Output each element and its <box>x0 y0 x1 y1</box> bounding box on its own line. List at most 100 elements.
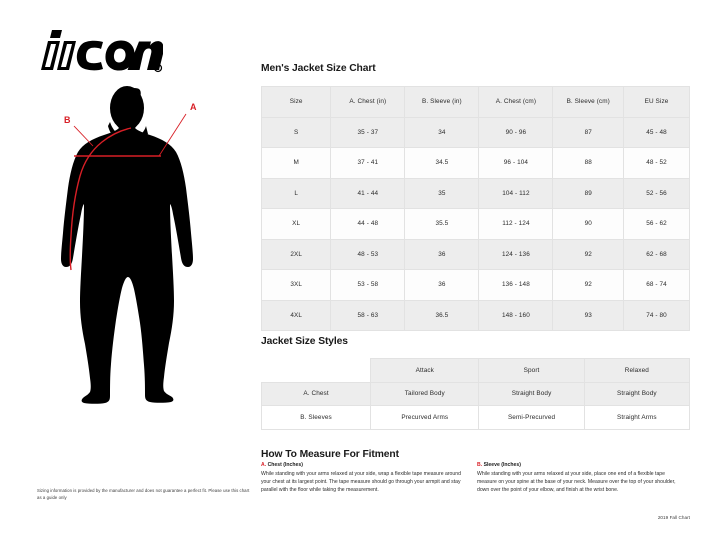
cell-chest-cm: 124 - 136 <box>478 238 554 270</box>
fitment-sleeve-body: While standing with your arms relaxed at… <box>477 470 676 494</box>
icon-brand-logo: R <box>33 27 164 73</box>
cell-sleeve-cm: 93 <box>552 299 625 331</box>
col-header-sleeve-cm: B. Sleeve (cm) <box>552 86 625 118</box>
style-chart-title: Jacket Size Styles <box>261 336 348 347</box>
fitment-chest-body: While standing with your arms relaxed at… <box>261 470 461 494</box>
cell-chest-in: 58 - 63 <box>330 299 406 331</box>
cell-chest-cm: 96 - 104 <box>478 147 554 179</box>
style-row: A. Chest Tailored Body Straight Body Str… <box>260 381 691 406</box>
style-cell-relaxed: Straight Body <box>583 381 691 406</box>
col-header-chest-in: A. Chest (in) <box>330 86 406 118</box>
style-col-relaxed: Relaxed <box>583 358 691 383</box>
cell-size: 4XL <box>260 299 332 331</box>
cell-sleeve-in: 36.5 <box>404 299 480 331</box>
cell-chest-in: 37 - 41 <box>330 147 406 179</box>
cell-eu-size: 62 - 68 <box>623 238 690 270</box>
style-cell-attack: Precurved Arms <box>370 405 480 430</box>
cell-eu-size: 68 - 74 <box>623 269 690 301</box>
male-silhouette-shape <box>61 86 193 404</box>
svg-text:R: R <box>156 66 160 71</box>
cell-sleeve-in: 36 <box>404 238 480 270</box>
cell-size: M <box>260 147 332 179</box>
cell-chest-in: 53 - 58 <box>330 269 406 301</box>
cell-chest-cm: 112 - 124 <box>478 208 554 240</box>
table-row: S 35 - 37 34 90 - 96 87 45 - 48 <box>260 116 690 148</box>
cell-chest-in: 41 - 44 <box>330 177 406 209</box>
fitment-instructions: A. Chest (Inches) While standing with yo… <box>261 462 690 494</box>
fitment-title: How To Measure For Fitment <box>261 449 399 460</box>
col-header-size: Size <box>260 86 332 118</box>
cell-sleeve-cm: 92 <box>552 269 625 301</box>
cell-sleeve-cm: 89 <box>552 177 625 209</box>
style-header-row: Attack Sport Relaxed <box>261 358 691 383</box>
table-row: L 41 - 44 35 104 - 112 89 52 - 56 <box>260 177 690 209</box>
table-row: 4XL 58 - 63 36.5 148 - 160 93 74 - 80 <box>260 299 690 331</box>
style-chart-table-wrap: Attack Sport Relaxed A. Chest Tailored B… <box>260 358 691 430</box>
style-row-label: B. Sleeves <box>260 405 372 430</box>
style-col-attack: Attack <box>370 358 480 383</box>
fitment-chest-letter: A. <box>261 462 267 468</box>
table-header-row: Size A. Chest (in) B. Sleeve (in) A. Che… <box>260 86 690 118</box>
style-cell-relaxed: Straight Arms <box>583 405 691 430</box>
measurement-figure: A B <box>30 78 245 408</box>
cell-eu-size: 48 - 52 <box>623 147 690 179</box>
cell-eu-size: 74 - 80 <box>623 299 690 331</box>
cell-sleeve-cm: 90 <box>552 208 625 240</box>
cell-eu-size: 45 - 48 <box>623 116 690 148</box>
cell-sleeve-in: 34 <box>404 116 480 148</box>
cell-sleeve-in: 34.5 <box>404 147 480 179</box>
cell-size: 3XL <box>260 269 332 301</box>
fitment-chest-block: A. Chest (Inches) While standing with yo… <box>261 462 461 494</box>
style-cell-sport: Straight Body <box>478 381 585 406</box>
col-header-chest-cm: A. Chest (cm) <box>478 86 554 118</box>
table-row: 2XL 48 - 53 36 124 - 136 92 62 - 68 <box>260 238 690 270</box>
measurement-lines <box>69 113 187 271</box>
col-header-sleeve-in: B. Sleeve (in) <box>404 86 480 118</box>
fitment-chest-heading-text: Chest (Inches) <box>266 462 303 468</box>
marker-b-label: B <box>64 115 71 125</box>
style-col-sport: Sport <box>478 358 585 383</box>
style-row: B. Sleeves Precurved Arms Semi-Precurved… <box>260 405 691 430</box>
cell-sleeve-cm: 92 <box>552 238 625 270</box>
size-chart-title: Men's Jacket Size Chart <box>261 63 376 74</box>
fitment-sleeve-heading-text: Sleeve (Inches) <box>482 462 521 468</box>
style-row-label: A. Chest <box>260 381 372 406</box>
cell-size: XL <box>260 208 332 240</box>
table-row: 3XL 53 - 58 36 136 - 148 92 68 - 74 <box>260 269 690 301</box>
content-column: Men's Jacket Size Chart Size A. Chest (i… <box>260 0 691 540</box>
cell-sleeve-in: 35.5 <box>404 208 480 240</box>
cell-chest-in: 48 - 53 <box>330 238 406 270</box>
footer-chart-season: 2019 Fall Chart <box>657 515 690 520</box>
cell-sleeve-in: 35 <box>404 177 480 209</box>
cell-eu-size: 52 - 56 <box>623 177 690 209</box>
cell-eu-size: 56 - 62 <box>623 208 690 240</box>
cell-sleeve-cm: 88 <box>552 147 625 179</box>
fitment-sleeve-letter: B. <box>477 462 483 468</box>
cell-chest-in: 35 - 37 <box>330 116 406 148</box>
size-chart-table-wrap: Size A. Chest (in) B. Sleeve (in) A. Che… <box>260 86 690 331</box>
cell-chest-cm: 104 - 112 <box>478 177 554 209</box>
marker-a-label: A <box>190 102 197 112</box>
style-cell-sport: Semi-Precurved <box>478 405 585 430</box>
cell-chest-in: 44 - 48 <box>330 208 406 240</box>
col-header-eu-size: EU Size <box>623 86 690 118</box>
disclaimer-text: Sizing information is provided by the ma… <box>37 488 250 500</box>
cell-chest-cm: 148 - 160 <box>478 299 554 331</box>
cell-chest-cm: 90 - 96 <box>478 116 554 148</box>
table-row: M 37 - 41 34.5 96 - 104 88 48 - 52 <box>260 147 690 179</box>
cell-size: 2XL <box>260 238 332 270</box>
size-chart-table: Size A. Chest (in) B. Sleeve (in) A. Che… <box>260 86 690 331</box>
fitment-chest-heading: A. Chest (Inches) <box>261 462 461 468</box>
style-chart-table: Attack Sport Relaxed A. Chest Tailored B… <box>260 358 691 430</box>
cell-chest-cm: 136 - 148 <box>478 269 554 301</box>
cell-sleeve-in: 36 <box>404 269 480 301</box>
fitment-sleeve-block: B. Sleeve (Inches) While standing with y… <box>477 462 677 494</box>
style-corner-cell <box>261 358 372 383</box>
table-row: XL 44 - 48 35.5 112 - 124 90 56 - 62 <box>260 208 690 240</box>
style-cell-attack: Tailored Body <box>370 381 480 406</box>
fitment-sleeve-heading: B. Sleeve (Inches) <box>477 462 677 468</box>
cell-size: S <box>260 116 332 148</box>
cell-sleeve-cm: 87 <box>552 116 625 148</box>
cell-size: L <box>260 177 332 209</box>
